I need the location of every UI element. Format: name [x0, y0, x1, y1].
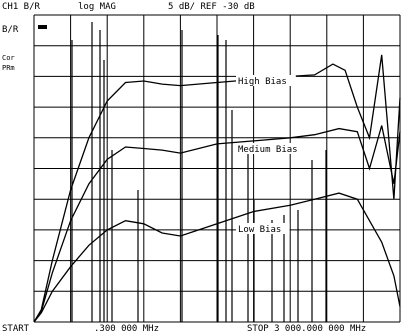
- left-label-br: B/R: [2, 25, 19, 35]
- series-label-background: [236, 75, 296, 86]
- series-label: Medium Bias: [238, 145, 298, 155]
- left-label-prm: PRm: [2, 64, 15, 72]
- format-label: log MAG: [78, 2, 116, 12]
- stop-frequency: STOP 3 000.000 000 MHz: [247, 324, 366, 334]
- traces: [33, 54, 401, 323]
- series-label-background: [236, 143, 309, 154]
- start-frequency: .300 000 MHz: [94, 324, 159, 334]
- reference-marker: [38, 25, 47, 29]
- trace-low-bias: [33, 192, 401, 323]
- series-label-background: [236, 223, 290, 234]
- series-labels: High Bias Medium Bias Low Bias: [236, 75, 309, 235]
- scale-label: 5 dB/ REF -30 dB: [168, 2, 255, 12]
- series-label: High Bias: [238, 77, 287, 87]
- spur-lines: [71, 22, 327, 322]
- start-label: START: [2, 324, 30, 334]
- series-label: Low Bias: [238, 225, 281, 235]
- trace-high-bias: [33, 54, 401, 323]
- channel-label: CH1 B/R: [2, 2, 41, 12]
- left-label-cor: Cor: [2, 54, 15, 62]
- grid: [33, 14, 401, 323]
- trace-medium-bias: [33, 125, 401, 323]
